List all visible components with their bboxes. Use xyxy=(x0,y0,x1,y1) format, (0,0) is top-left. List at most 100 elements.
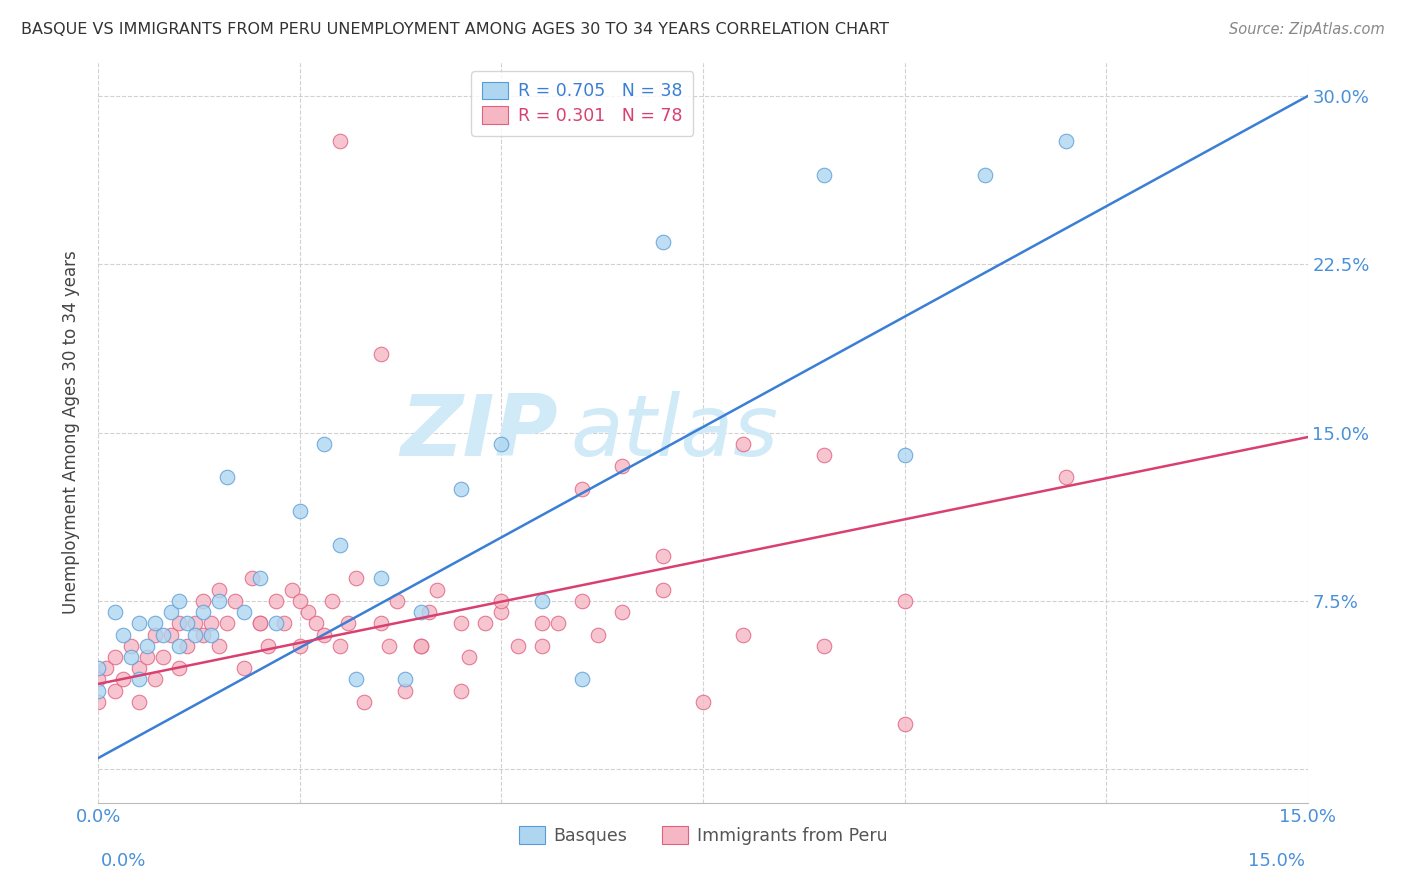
Point xyxy=(530,594,553,608)
Point xyxy=(426,582,449,597)
Point xyxy=(474,616,496,631)
Point xyxy=(813,168,835,182)
Point xyxy=(733,437,755,451)
Point xyxy=(692,695,714,709)
Point xyxy=(651,582,673,597)
Point xyxy=(571,482,593,496)
Point xyxy=(1054,470,1077,484)
Point xyxy=(893,448,915,462)
Point xyxy=(813,639,835,653)
Point xyxy=(458,650,481,665)
Point xyxy=(370,347,392,361)
Point xyxy=(273,616,295,631)
Point xyxy=(167,661,190,675)
Point xyxy=(337,616,360,631)
Point xyxy=(305,616,328,631)
Point xyxy=(612,605,634,619)
Point xyxy=(344,673,367,687)
Point xyxy=(264,616,287,631)
Point xyxy=(813,448,835,462)
Point xyxy=(394,683,416,698)
Point xyxy=(418,605,440,619)
Point xyxy=(103,605,125,619)
Point xyxy=(135,650,157,665)
Point xyxy=(128,661,150,675)
Point xyxy=(200,627,222,641)
Point xyxy=(314,627,336,641)
Point xyxy=(128,673,150,687)
Text: ZIP: ZIP xyxy=(401,391,558,475)
Y-axis label: Unemployment Among Ages 30 to 34 years: Unemployment Among Ages 30 to 34 years xyxy=(62,251,80,615)
Point xyxy=(353,695,375,709)
Point xyxy=(152,650,174,665)
Legend: Basques, Immigrants from Peru: Basques, Immigrants from Peru xyxy=(510,817,896,854)
Point xyxy=(1054,134,1077,148)
Point xyxy=(167,594,190,608)
Point xyxy=(450,683,472,698)
Point xyxy=(651,549,673,563)
Point xyxy=(87,661,110,675)
Point xyxy=(208,594,231,608)
Point xyxy=(217,470,239,484)
Point xyxy=(249,571,271,585)
Point xyxy=(120,639,142,653)
Point xyxy=(530,616,553,631)
Point xyxy=(571,673,593,687)
Point xyxy=(547,616,569,631)
Point xyxy=(167,639,190,653)
Point xyxy=(281,582,304,597)
Point xyxy=(450,616,472,631)
Text: atlas: atlas xyxy=(569,391,778,475)
Point xyxy=(491,594,513,608)
Point xyxy=(176,639,198,653)
Point xyxy=(385,594,408,608)
Point xyxy=(143,673,166,687)
Point xyxy=(450,482,472,496)
Point xyxy=(314,437,336,451)
Point xyxy=(120,650,142,665)
Point xyxy=(96,661,118,675)
Text: Source: ZipAtlas.com: Source: ZipAtlas.com xyxy=(1229,22,1385,37)
Point xyxy=(893,717,915,731)
Point xyxy=(491,437,513,451)
Point xyxy=(370,571,392,585)
Point xyxy=(111,673,134,687)
Point xyxy=(87,683,110,698)
Point xyxy=(409,639,432,653)
Point xyxy=(176,616,198,631)
Point xyxy=(167,616,190,631)
Point xyxy=(612,459,634,474)
Point xyxy=(193,605,215,619)
Point xyxy=(249,616,271,631)
Point xyxy=(160,605,183,619)
Point xyxy=(321,594,343,608)
Point xyxy=(135,639,157,653)
Point xyxy=(184,616,207,631)
Point xyxy=(264,594,287,608)
Point xyxy=(974,168,997,182)
Point xyxy=(370,616,392,631)
Point xyxy=(200,616,222,631)
Point xyxy=(208,639,231,653)
Point xyxy=(586,627,609,641)
Point xyxy=(152,627,174,641)
Point xyxy=(217,616,239,631)
Point xyxy=(571,594,593,608)
Point xyxy=(377,639,399,653)
Point xyxy=(128,616,150,631)
Point xyxy=(288,504,311,518)
Point xyxy=(651,235,673,249)
Point xyxy=(256,639,278,653)
Point xyxy=(249,616,271,631)
Text: 0.0%: 0.0% xyxy=(101,852,146,870)
Point xyxy=(491,605,513,619)
Point xyxy=(232,661,254,675)
Point xyxy=(240,571,263,585)
Point xyxy=(160,627,183,641)
Point xyxy=(103,650,125,665)
Point xyxy=(193,627,215,641)
Point xyxy=(87,695,110,709)
Point xyxy=(297,605,319,619)
Point xyxy=(409,605,432,619)
Point xyxy=(288,594,311,608)
